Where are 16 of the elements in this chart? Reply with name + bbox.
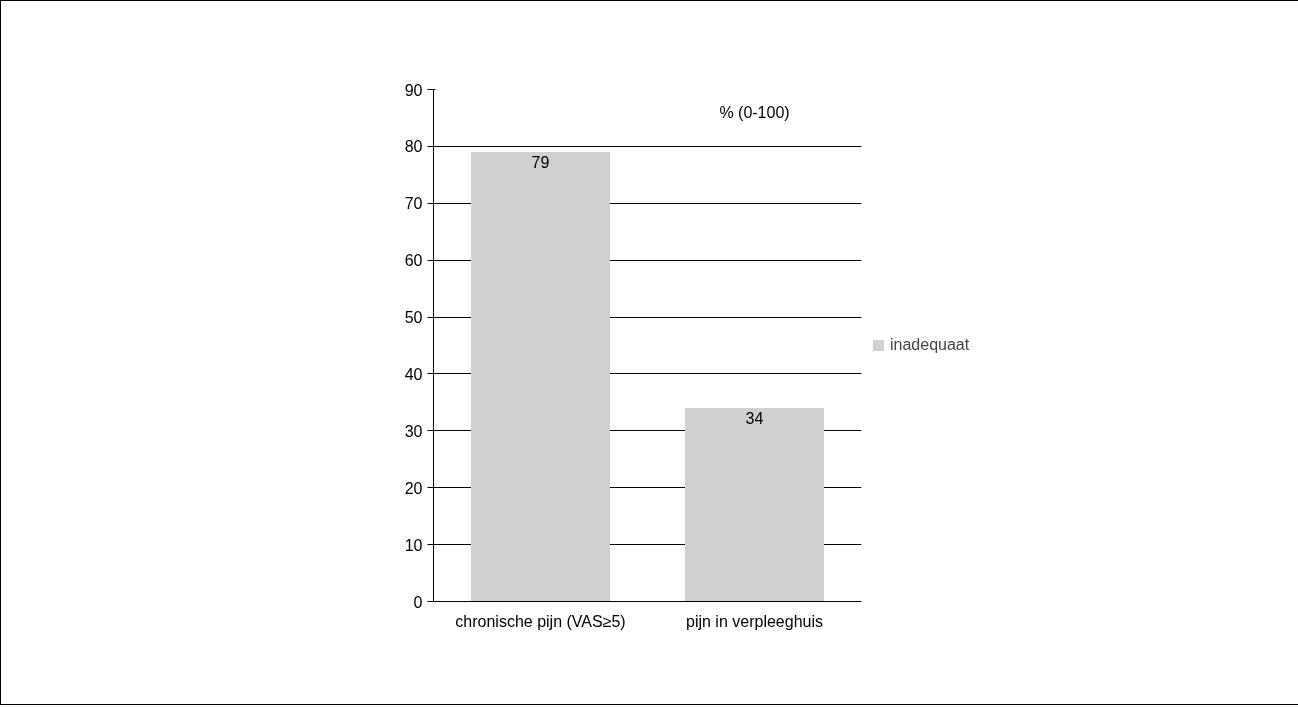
y-tick-label: 80 bbox=[404, 138, 423, 156]
x-tick-label: chronische pijn (VAS≥5) bbox=[455, 612, 626, 630]
y-tick-label: 70 bbox=[404, 195, 423, 213]
y-tick-label: 20 bbox=[404, 479, 423, 497]
y-tick-label: 10 bbox=[404, 536, 423, 554]
legend-label: inadequaat bbox=[890, 336, 970, 354]
y-tick-label: 60 bbox=[404, 252, 423, 270]
x-tick-label: pijn in verpleeghuis bbox=[686, 612, 823, 630]
annotation: % (0-100) bbox=[719, 103, 790, 121]
y-tick-label: 40 bbox=[404, 365, 423, 383]
y-tick-label: 50 bbox=[404, 309, 423, 327]
y-tick-label: 0 bbox=[413, 593, 423, 611]
data-label: 79 bbox=[531, 154, 550, 172]
data-label: 34 bbox=[745, 410, 764, 428]
y-tick-label: 30 bbox=[404, 422, 423, 440]
y-tick-label: 90 bbox=[404, 81, 423, 99]
